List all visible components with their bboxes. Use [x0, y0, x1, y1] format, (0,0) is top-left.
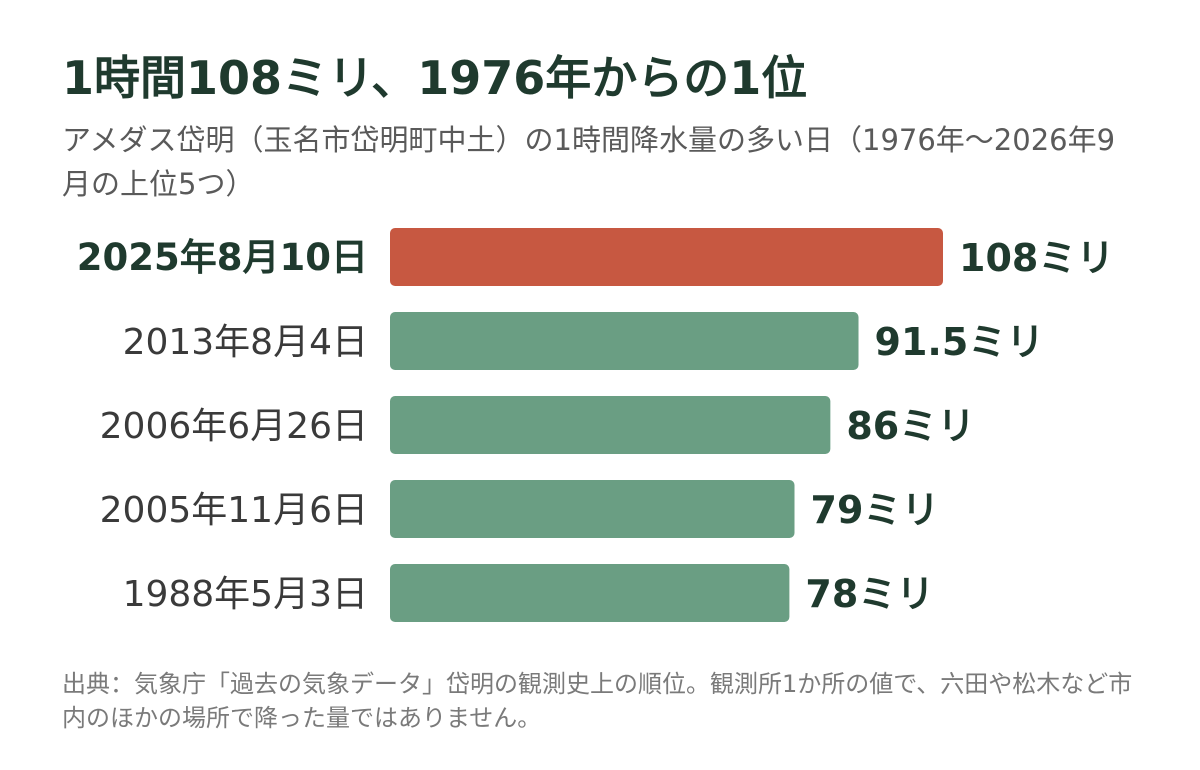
bar	[390, 312, 859, 370]
bar	[390, 564, 790, 622]
chart-title: 1時間108ミリ、1976年からの1位	[62, 51, 808, 105]
category-label: 2005年11月6日	[100, 490, 368, 531]
category-label: 2006年6月26日	[100, 406, 368, 447]
value-label: 78ミリ	[805, 572, 934, 616]
bar	[390, 396, 831, 454]
category-label: 1988年5月3日	[123, 574, 368, 615]
chart-subtitle: アメダス岱明（玉名市岱明町中土）の1時間降水量の多い日（1976年〜2026年9…	[62, 123, 1116, 201]
source-note: 出典：気象庁「過去の気象データ」岱明の観測史上の順位。観測所1か所の値で、六田や…	[62, 670, 1133, 732]
value-label: 91.5ミリ	[875, 320, 1045, 364]
category-label: 2013年8月4日	[123, 322, 368, 363]
category-label: 2025年8月10日	[77, 236, 368, 279]
bar-chart: 2025年8月10日 108ミリ 2013年8月4日 91.5ミリ 2006年6月26日…	[77, 228, 1114, 622]
value-label: 86ミリ	[846, 404, 975, 448]
bar	[390, 228, 943, 286]
value-label: 79ミリ	[811, 488, 940, 532]
value-label: 108ミリ	[959, 236, 1114, 280]
bar	[390, 480, 795, 538]
